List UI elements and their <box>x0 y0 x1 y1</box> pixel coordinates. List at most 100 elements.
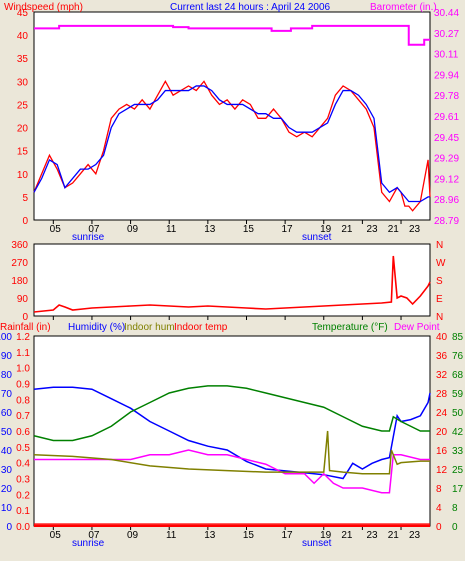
wind-tick-label: 10 <box>17 170 29 181</box>
time-label: 05 <box>50 530 62 541</box>
direction-gridlines <box>52 316 402 320</box>
direction-tick-label: 270 <box>11 258 28 269</box>
rainfall-tick-label: 0.0 <box>16 522 30 533</box>
compass-tick-label: N <box>436 240 443 251</box>
barometer-tick-label: 29.61 <box>434 112 459 123</box>
time-label: 15 <box>243 224 255 235</box>
barometer-tick-label: 29.29 <box>434 154 459 165</box>
temp-plot-area <box>33 335 431 527</box>
temp-inner-tick-label: 0 <box>436 522 442 533</box>
temp-outer-tick-label: 59 <box>452 389 464 400</box>
series-line-temperature <box>33 385 430 442</box>
rainfall-tick-label: 0.7 <box>16 411 30 422</box>
wind-plot-area <box>33 11 431 221</box>
direction-tick-label: 360 <box>11 240 28 251</box>
rainfall-tick-label: 0.4 <box>16 459 30 470</box>
wind-series <box>33 24 431 212</box>
time-label: 19 <box>320 224 332 235</box>
time-label: 13 <box>204 530 216 541</box>
rainfall-tick-label: 0.9 <box>16 380 30 391</box>
rainfall-tick-label: 0.5 <box>16 443 30 454</box>
temp-inner-tick-label: 8 <box>436 484 442 495</box>
time-label: 07 <box>88 224 100 235</box>
barometer-tick-label: 28.79 <box>434 216 459 227</box>
temp-outer-tick-label: 25 <box>452 465 464 476</box>
temp-inner-tick-label: 28 <box>436 389 448 400</box>
time-label: 21 <box>388 224 400 235</box>
temp-inner-tick-label: 40 <box>436 332 448 343</box>
wind-tick-label: 35 <box>17 54 29 65</box>
direction-plot-area <box>33 243 431 317</box>
wind-tick-label: 40 <box>17 31 29 42</box>
time-label: 23 <box>409 530 421 541</box>
humidity-tick-labels: 0 10 20 30 40 50 60 70 80 90 100 <box>0 332 12 533</box>
rainfall-tick-label: 1.2 <box>16 332 30 343</box>
time-label: 15 <box>243 530 255 541</box>
temp-outer-tick-label: 50 <box>452 408 464 419</box>
time-label: 23 <box>366 224 378 235</box>
time-label: 09 <box>127 224 139 235</box>
time-label: 23 <box>366 530 378 541</box>
rainfall-tick-label: 0.6 <box>16 427 30 438</box>
humidity-tick-label: 30 <box>1 465 13 476</box>
temp-inner-tick-label: 20 <box>436 427 448 438</box>
series-line-indoor-hum <box>33 430 430 475</box>
temp-outer-tick-label: 33 <box>452 446 464 457</box>
temperature-axis-label: Temperature (°F) <box>312 322 388 333</box>
direction-series <box>33 255 431 313</box>
panel-wind-barometer: Windspeed (mph) Current last 24 hours : … <box>4 2 459 243</box>
temp-inner-tick-label: 12 <box>436 465 448 476</box>
temp-inner-tick-label: 32 <box>436 370 448 381</box>
wind-tick-label: 30 <box>17 77 29 88</box>
chart-title: Current last 24 hours : April 24 2006 <box>170 2 331 13</box>
humidity-tick-label: 70 <box>1 389 13 400</box>
rainfall-tick-label: 0.8 <box>16 395 30 406</box>
rainfall-tick-label: 1.0 <box>16 364 30 375</box>
time-label: 23 <box>409 224 421 235</box>
temp-inner-tick-label: 4 <box>436 503 442 514</box>
time-label: 19 <box>320 530 332 541</box>
sunset-label-top: sunset <box>302 232 332 243</box>
sunrise-label-top: sunrise <box>72 232 105 243</box>
temp-series <box>33 385 431 527</box>
series-line-direction <box>33 255 431 313</box>
compass-tick-label: E <box>436 294 443 305</box>
humidity-tick-label: 50 <box>1 427 13 438</box>
direction-tick-label: 0 <box>22 312 28 323</box>
barometer-tick-label: 29.12 <box>434 174 459 185</box>
temp-outer-tick-label: 76 <box>452 351 464 362</box>
time-labels-bottom: 05 07 09 11 13 15 17 19 21 23 21 23 <box>50 530 421 541</box>
temp-outer-tick-label: 68 <box>452 370 464 381</box>
time-label: 21 <box>388 530 400 541</box>
time-label: 17 <box>281 530 293 541</box>
barometer-tick-label: 29.78 <box>434 91 459 102</box>
time-label: 05 <box>50 224 62 235</box>
rainfall-tick-label: 0.2 <box>16 490 30 501</box>
time-label: 11 <box>166 224 177 235</box>
humidity-axis-label: Humidity (%) <box>68 322 125 333</box>
barometer-tick-label: 30.11 <box>434 50 459 61</box>
temp-outer-tick-label: 42 <box>452 427 464 438</box>
time-label: 11 <box>166 530 177 541</box>
temp-outer-tick-label: 0 <box>452 522 458 533</box>
time-label: 07 <box>88 530 100 541</box>
time-label: 21 <box>341 530 353 541</box>
indoor-hum-label: Indoor hum <box>124 322 175 333</box>
direction-tick-label: 90 <box>17 294 29 305</box>
series-line-wind-average <box>33 85 430 203</box>
time-label: 09 <box>127 530 139 541</box>
time-label: 21 <box>341 224 353 235</box>
compass-tick-label: N <box>436 312 443 323</box>
humidity-tick-label: 100 <box>0 332 12 343</box>
wind-tick-label: 5 <box>22 193 28 204</box>
series-line-windspeed <box>33 79 431 212</box>
rainfall-axis-label: Rainfall (in) <box>0 322 51 333</box>
wind-tick-label: 45 <box>17 8 29 19</box>
series-line-barometer <box>34 24 430 46</box>
rainfall-tick-label: 1.1 <box>16 348 30 359</box>
barometer-tick-labels: 28.79 28.96 29.12 29.29 29.45 29.61 29.78 29.94… <box>434 8 459 227</box>
barometer-axis-label: Barometer (in.) <box>370 2 437 13</box>
wind-tick-labels: 0 5 10 15 20 25 30 35 40 45 <box>17 8 29 227</box>
